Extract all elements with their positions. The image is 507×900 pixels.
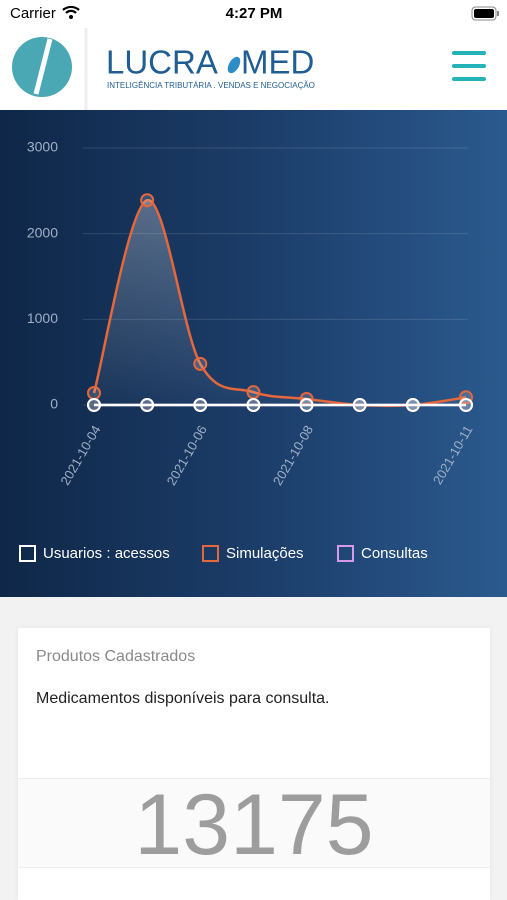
carrier: Carrier [10,5,56,22]
chart-panel: 0 1000 2000 3000 2021-10-04 2021-10-06 2021-10… [0,110,507,597]
product-count: 13175 [134,777,374,873]
legend-label: Simulações [226,545,304,562]
data-point [87,398,101,412]
menu-bar[interactable] [452,64,486,68]
brand-leaf [227,56,241,74]
battery [471,6,497,21]
legend-swatch [337,545,354,562]
status-bar: Carrier 4:27 PM [0,0,507,28]
y-tick-label: 2000 [27,224,58,240]
data-point [352,398,367,412]
data-point [87,386,101,401]
card-title: Produtos Cadastrados [36,648,196,665]
wifi-dot [69,15,73,19]
card-description: Medicamentos disponíveis para consulta. [36,690,330,707]
data-point [140,193,155,208]
wifi-icon [62,5,80,14]
clock: 4:27 PM [226,5,283,22]
count-band [18,778,490,868]
data-point [193,356,208,371]
brand-left: LUCRA [106,44,218,81]
series-area [94,200,466,406]
status-icons: Carrier 4:27 PM [10,5,499,22]
y-tick-label: 0 [50,396,58,412]
header: LUCRA MED INTELIGÊNCIA TRIBUTÁRIA . VEND… [0,28,507,110]
data-point [459,398,473,412]
data-point [246,398,261,412]
x-tick-label: 2021-10-08 [270,423,316,488]
chart: 0 1000 2000 3000 2021-10-04 2021-10-06 2021-10… [19,139,476,562]
products-card: Produtos Cadastrados Medicamentos dispon… [18,628,490,900]
x-tick-label: 2021-10-04 [57,423,103,488]
data-point [405,398,420,412]
brand-right: MED [241,44,314,81]
data-point [299,398,314,412]
menu-bar[interactable] [452,51,486,55]
y-tick-label: 1000 [27,310,58,326]
legend-swatch [202,545,219,562]
legend-swatch [19,545,36,562]
x-tick-label: 2021-10-11 [430,423,476,487]
logo-slash [33,38,53,95]
y-tick-label: 3000 [27,139,58,155]
data-point [246,385,261,400]
data-point [193,398,208,412]
data-point [140,398,155,412]
battery-tip [497,11,499,16]
tagline: INTELIGÊNCIA TRIBUTÁRIA . VENDAS E NEGOC… [107,81,315,90]
legend-label: Usuarios : acessos [43,545,170,562]
menu-button[interactable] [452,51,486,81]
header-graphics: LUCRA MED INTELIGÊNCIA TRIBUTÁRIA . VEND… [0,28,486,110]
x-tick-label: 2021-10-06 [164,423,210,488]
legend-label: Consultas [361,545,428,562]
menu-bar[interactable] [452,77,486,81]
battery-level [474,9,494,18]
